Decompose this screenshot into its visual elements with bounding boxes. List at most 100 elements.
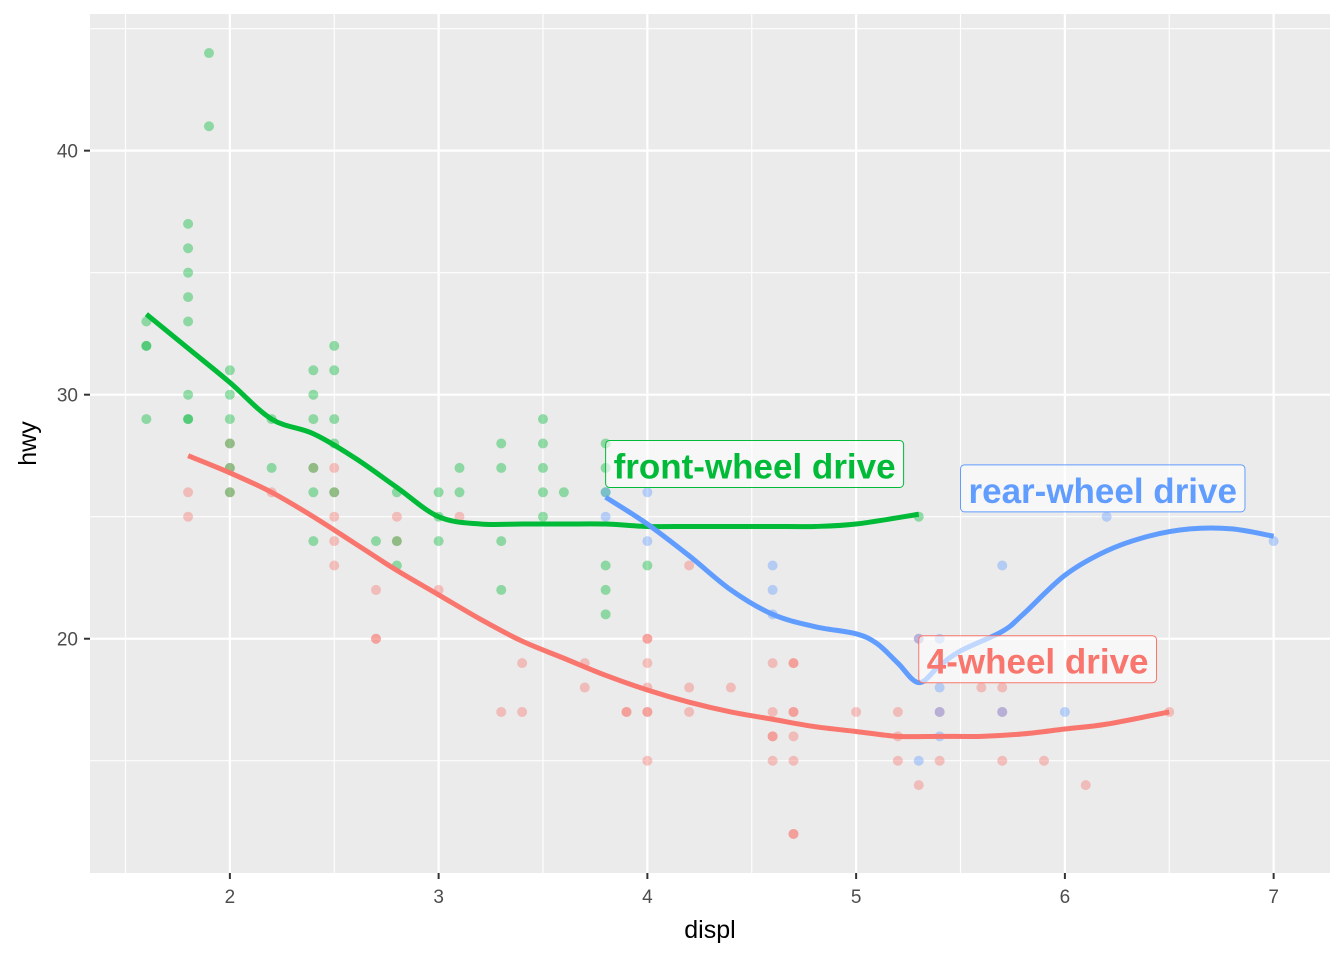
scatter-point <box>329 487 340 498</box>
scatter-point <box>224 389 235 400</box>
scatter-point <box>684 560 695 571</box>
scatter-point <box>767 731 778 742</box>
scatter-point <box>370 584 381 595</box>
scatter-point <box>997 706 1008 717</box>
scatter-point <box>370 633 381 644</box>
scatter-point <box>266 462 277 473</box>
scatter-point <box>224 414 235 425</box>
scatter-point <box>537 414 548 425</box>
label-text: 4-wheel drive <box>927 643 1149 682</box>
scatter-point <box>767 584 778 595</box>
y-axis-title: hwy <box>14 421 42 466</box>
scatter-point <box>934 682 945 693</box>
scatter-point <box>496 584 507 595</box>
scatter-point <box>913 780 924 791</box>
scatter-point <box>997 755 1008 766</box>
scatter-point <box>642 536 653 547</box>
scatter-point <box>1059 706 1070 717</box>
scatter-point <box>308 389 319 400</box>
scatter-point <box>203 121 214 132</box>
scatter-point <box>642 487 653 498</box>
label-box <box>960 464 1246 513</box>
scatter-point <box>767 731 778 742</box>
scatter-point <box>851 706 862 717</box>
scatter-point <box>329 462 340 473</box>
scatter-point <box>183 389 194 400</box>
scatter-point <box>934 706 945 717</box>
label-text: rear-wheel drive <box>969 472 1237 511</box>
y-tick-label: 20 <box>57 630 78 651</box>
scatter-point <box>997 682 1008 693</box>
scatter-point <box>642 706 653 717</box>
scatter-point <box>370 536 381 547</box>
scatter-point <box>329 487 340 498</box>
scatter-point <box>496 462 507 473</box>
scatter-point <box>788 658 799 669</box>
scatter-point <box>183 218 194 229</box>
scatter-point <box>1268 536 1279 547</box>
scatter-point <box>496 706 507 717</box>
label-f: front-wheel drive <box>605 439 905 488</box>
scatter-point <box>537 487 548 498</box>
scatter-point <box>329 511 340 522</box>
label-r: rear-wheel drive <box>960 464 1246 513</box>
x-tick-label: 4 <box>642 887 653 908</box>
y-tick-label: 30 <box>57 386 78 407</box>
scatter-point <box>788 828 799 839</box>
smooth-line-f <box>144 312 920 530</box>
label-4: 4-wheel drive <box>918 635 1158 684</box>
scatter-point <box>329 340 340 351</box>
scatter-point <box>308 536 319 547</box>
scatter-point <box>621 706 632 717</box>
scatter-point <box>600 511 611 522</box>
label-box <box>918 635 1158 684</box>
scatter-point <box>329 365 340 376</box>
scatter-point <box>454 487 465 498</box>
scatter-point <box>997 560 1008 571</box>
scatter-point <box>600 487 611 498</box>
scatter-point <box>391 536 402 547</box>
scatter-point <box>788 658 799 669</box>
scatter-point <box>183 487 194 498</box>
scatter-point <box>1101 511 1112 522</box>
scatter-point <box>433 487 444 498</box>
scatter-point <box>600 560 611 571</box>
scatter-point <box>1080 780 1091 791</box>
scatter-point <box>934 706 945 717</box>
y-tick-label: 40 <box>57 142 78 163</box>
scatter-point <box>308 487 319 498</box>
scatter-point <box>767 706 778 717</box>
annotation-layer: 4-wheel drive front-wheel drive rear-wheel… <box>605 439 1246 684</box>
scatter-point <box>892 706 903 717</box>
label-text: front-wheel drive <box>614 447 896 486</box>
x-axis: 2 3 4 5 6 7 <box>225 873 1279 908</box>
scatter-point <box>558 487 569 498</box>
label-box <box>605 439 905 488</box>
scatter-point <box>391 536 402 547</box>
scatter-point <box>642 706 653 717</box>
scatter-point <box>642 633 653 644</box>
x-axis-title: displ <box>684 916 735 944</box>
scatter-point <box>433 536 444 547</box>
scatter-point <box>517 658 528 669</box>
x-tick-label: 7 <box>1268 887 1279 908</box>
scatter-point <box>997 706 1008 717</box>
scatter-point <box>579 682 590 693</box>
scatter-point <box>183 292 194 303</box>
scatter-point <box>517 706 528 717</box>
scatter-point <box>913 755 924 766</box>
scatter-point <box>496 536 507 547</box>
scatter-point <box>141 340 152 351</box>
scatter-point <box>600 609 611 620</box>
scatter-point <box>767 755 778 766</box>
scatter-point <box>308 462 319 473</box>
scatter-point <box>621 706 632 717</box>
scatter-point <box>642 658 653 669</box>
scatter-point <box>224 487 235 498</box>
scatter-point <box>183 511 194 522</box>
scatter-point <box>203 48 214 59</box>
scatter-point <box>329 414 340 425</box>
scatter-point <box>892 755 903 766</box>
scatter-point <box>788 755 799 766</box>
scatter-point <box>684 682 695 693</box>
